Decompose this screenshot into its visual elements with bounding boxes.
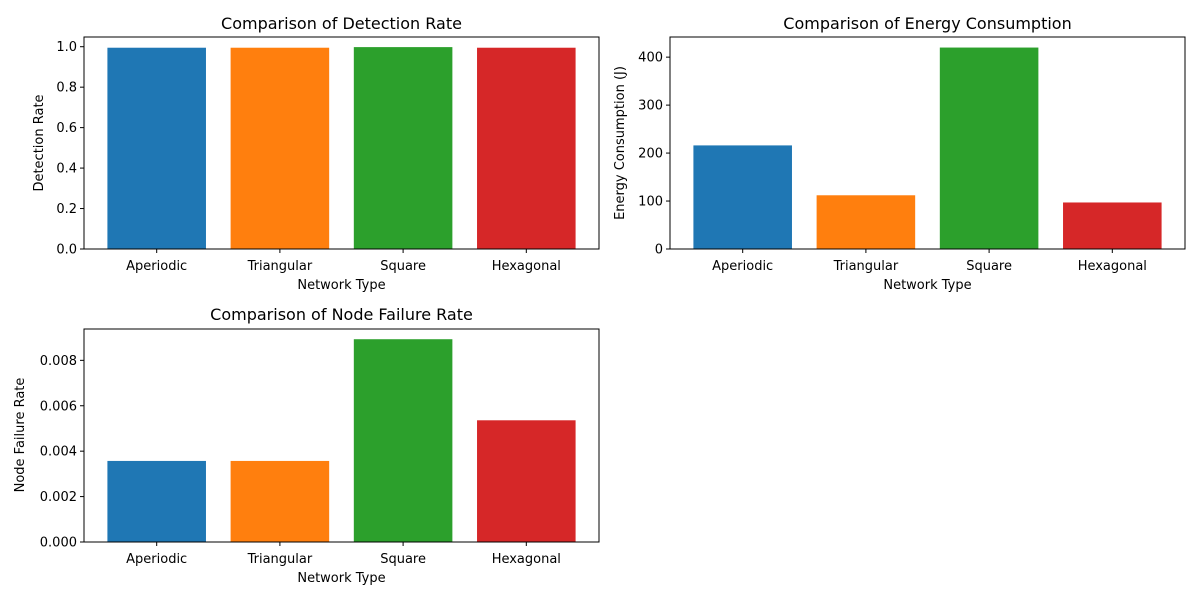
y-axis-label: Node Failure Rate [13,378,28,493]
y-tick-label: 0.0 [56,243,77,258]
bar-hexagonal [477,420,576,542]
chart-energy-consumption: Comparison of Energy Consumption Network… [613,14,1186,293]
y-tick-label: 300 [638,99,663,114]
bar-square [939,47,1039,249]
y-tick-label: 0.2 [56,202,77,217]
x-tick-label: Aperiodic [126,259,187,274]
x-tick-label: Triangular [247,552,313,567]
x-tick-label: Hexagonal [492,552,561,567]
x-tick-label: Aperiodic [126,552,187,567]
bar-aperiodic [693,145,792,249]
chart-node-failure-rate: Comparison of Node Failure Rate Network … [13,305,600,586]
bar-aperiodic [107,47,206,249]
x-axis-label: Network Type [297,571,385,586]
bar-hexagonal [1063,202,1162,249]
axes-frame [83,36,600,250]
y-tick-label: 0.006 [40,399,77,414]
x-tick-label: Square [380,259,426,274]
bar-square [353,339,453,542]
y-tick-label: 0.000 [40,536,77,551]
x-axis-label: Network Type [883,278,971,293]
y-axis-label: Detection Rate [32,94,47,191]
axes-frame [669,36,1186,250]
bar-triangular [230,460,330,542]
bar-triangular [816,195,916,249]
bar-aperiodic [107,460,206,542]
x-axis-label: Network Type [297,278,385,293]
chart-title: Comparison of Energy Consumption [783,14,1071,33]
x-tick-label: Square [966,259,1012,274]
chart-title: Comparison of Node Failure Rate [210,305,473,324]
y-tick-label: 100 [638,195,663,210]
bar-triangular [230,47,330,249]
y-tick-label: 0.002 [40,490,77,505]
x-tick-label: Hexagonal [1078,259,1147,274]
axes-frame [83,328,600,543]
y-tick-label: 400 [638,51,663,66]
y-tick-label: 0.008 [40,354,77,369]
bar-square [353,47,453,249]
x-tick-label: Triangular [833,259,899,274]
y-tick-label: 200 [638,147,663,162]
y-tick-label: 0 [655,243,663,258]
chart-title: Comparison of Detection Rate [221,14,462,33]
y-tick-label: 0.6 [56,121,77,136]
y-tick-label: 0.8 [56,81,77,96]
y-tick-label: 0.4 [56,162,77,177]
y-axis-label: Energy Consumption (J) [613,66,628,220]
bar-hexagonal [477,47,576,249]
x-tick-label: Aperiodic [712,259,773,274]
x-tick-label: Triangular [247,259,313,274]
x-tick-label: Square [380,552,426,567]
y-tick-label: 0.004 [40,445,77,460]
y-tick-label: 1.0 [56,40,77,55]
x-tick-label: Hexagonal [492,259,561,274]
chart-detection-rate: Comparison of Detection Rate Network Typ… [32,14,600,293]
